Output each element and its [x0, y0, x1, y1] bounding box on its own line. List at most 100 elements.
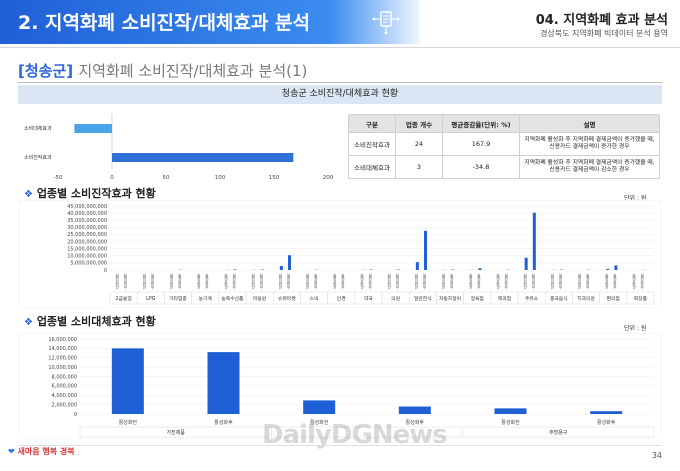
y-tick-label: 25,000,000,000 [67, 232, 107, 238]
desc-line: 신용카드 결제금액이 감소한 경우 [549, 167, 630, 173]
group-label: 농기계 [199, 295, 212, 302]
chart2-bar [590, 411, 623, 414]
table-header-row: 구분 업종 개수 평균증감율(단위: %) 설명 [348, 114, 660, 133]
bar-category-label: 활성화후 [177, 273, 183, 289]
group-label: LPG [146, 296, 156, 302]
bar-category-label: 활성화후 [558, 273, 564, 289]
group-label: 미용원 [253, 295, 266, 302]
chart1-unit: 단위 : 원 [624, 195, 647, 202]
y-tick-label: 35,000,000,000 [67, 218, 107, 224]
table-header: 평균증감율(단위: %) [442, 114, 520, 133]
header-band [0, 0, 330, 44]
group-label: 농축수산품 [221, 295, 244, 302]
bar-category-label: 활성화후 [340, 273, 346, 289]
header-divider [0, 47, 680, 48]
bar-category-label: 활성화후 [214, 419, 233, 426]
group-label: 정육점 [471, 295, 484, 302]
chart1-bar [279, 266, 283, 270]
chart1-frame [18, 200, 662, 308]
category-label: 소비진작효과 [24, 154, 52, 161]
bar-category-label: 활성화후 [406, 419, 425, 426]
bar-category-label: 활성화전 [468, 273, 474, 289]
chart2-bar [494, 408, 527, 414]
bar-category-label: 활성화후 [503, 273, 509, 289]
bar-category-label: 활성화전 [522, 273, 528, 289]
table-cell: 3 [395, 155, 443, 179]
chart2-unit: 단위 : 원 [624, 325, 647, 332]
table-cell: 24 [395, 132, 443, 156]
diamond-bullet-icon: ❖ [24, 189, 33, 200]
section-title: [청송군] 지역화폐 소비진작/대체효과 분석(1) [18, 60, 307, 81]
bar-category-label: 활성화후 [476, 273, 482, 289]
bar-category-label: 활성화전 [114, 273, 120, 289]
bar-category-label: 활성화전 [386, 273, 392, 289]
group-label: 자동차정비 [439, 295, 461, 302]
y-tick-label: 4,000,000 [52, 393, 77, 399]
chart1-bar [606, 268, 610, 270]
group-label: 주방용구 [549, 429, 568, 436]
bar-category-label: 활성화후 [422, 273, 428, 289]
bar-category-label: 활성화전 [119, 419, 138, 426]
table-cell: 소비대체효과 [348, 155, 396, 179]
section-title-region: [청송군] [18, 62, 74, 80]
y-tick-label: 45,000,000,000 [67, 204, 107, 210]
section-title-text: 지역화폐 소비진작/대체효과 분석(1) [78, 62, 308, 80]
chart2-bar [303, 400, 336, 414]
bar-category-label: 활성화후 [231, 273, 237, 289]
bar-category-label: 활성화전 [631, 273, 637, 289]
bar-category-label: 활성화후 [204, 273, 210, 289]
group-label: 제과점 [498, 295, 511, 302]
y-tick-label: 30,000,000,000 [67, 225, 107, 231]
panel-heading: 청송군 소비진작/대체효과 현황 [18, 85, 662, 104]
chart1-heading-text: 업종별 소비진작효과 현황 [36, 187, 156, 200]
y-tick-label: 6,000,000 [52, 384, 77, 390]
y-tick-label: 15,000,000,000 [67, 246, 107, 252]
bar-category-label: 활성화후 [531, 273, 537, 289]
bar-category-label: 활성화후 [449, 273, 455, 289]
logo-heart-icon: ❤ [8, 447, 15, 456]
y-tick-label: 10,000,000 [48, 365, 77, 371]
chart1-bar [524, 257, 528, 270]
y-tick-label: 5,000,000,000 [70, 261, 107, 267]
table-row: 소비진작효과 24 167.9 지역화폐 활성화 후 지역화폐 결제금액이 증가… [348, 132, 660, 156]
table-header: 설명 [519, 114, 660, 133]
chart2-bar [398, 406, 431, 414]
document-network-icon [372, 11, 400, 35]
logo-text: 새마음 행복 경북 [17, 447, 75, 456]
axis-tick-label: 200 [323, 175, 334, 181]
y-tick-label: 16,000,000 [48, 337, 77, 343]
summary-table: 구분 업종 개수 평균증감율(단위: %) 설명 소비진작효과 24 167.9… [348, 114, 660, 179]
bar-category-label: 활성화전 [501, 419, 520, 426]
axis-tick-label: 100 [215, 175, 226, 181]
y-tick-label: 10,000,000,000 [67, 254, 107, 260]
consumption-boost-chart: 45,000,000,00040,000,000,00035,000,000,0… [18, 200, 662, 308]
axis-tick-label: -50 [54, 175, 63, 181]
group-label: 의원 [391, 295, 400, 302]
bar-category-label: 활성화전 [250, 273, 256, 289]
axis-tick-label: 50 [163, 175, 170, 181]
group-label: 2금융업 [115, 295, 131, 302]
chart1-bar [288, 255, 292, 270]
chart2-bar [207, 352, 240, 414]
y-tick-label: 0 [104, 268, 107, 274]
group-label: 안경 [337, 295, 346, 302]
bar-category-label: 활성화전 [441, 273, 447, 289]
report-subtitle: 경상북도 지역화폐 빅데이터 분석 용역 [540, 29, 668, 38]
bar-category-label: 활성화후 [313, 273, 319, 289]
chart1-bar [233, 269, 237, 270]
group-label: 중국음식 [550, 295, 568, 302]
group-label: 치과의원 [577, 295, 595, 302]
bar-category-label: 활성화전 [414, 273, 420, 289]
page-number: 34 [651, 451, 662, 460]
chart1-heading: ❖ 업종별 소비진작효과 현황 [24, 185, 156, 201]
axis-tick-label: 0 [110, 175, 114, 181]
chart1-bar [478, 268, 482, 270]
chart2-bar [111, 348, 144, 414]
bar-category-label: 활성화전 [332, 273, 338, 289]
table-header: 업종 개수 [395, 114, 443, 133]
chart2-heading: ❖ 업종별 소비대체효과 현황 [24, 313, 156, 329]
table-header: 구분 [348, 114, 396, 133]
bar-category-label: 활성화후 [259, 273, 265, 289]
bar-category-label: 활성화후 [639, 273, 645, 289]
bar-category-label: 활성화전 [604, 273, 610, 289]
